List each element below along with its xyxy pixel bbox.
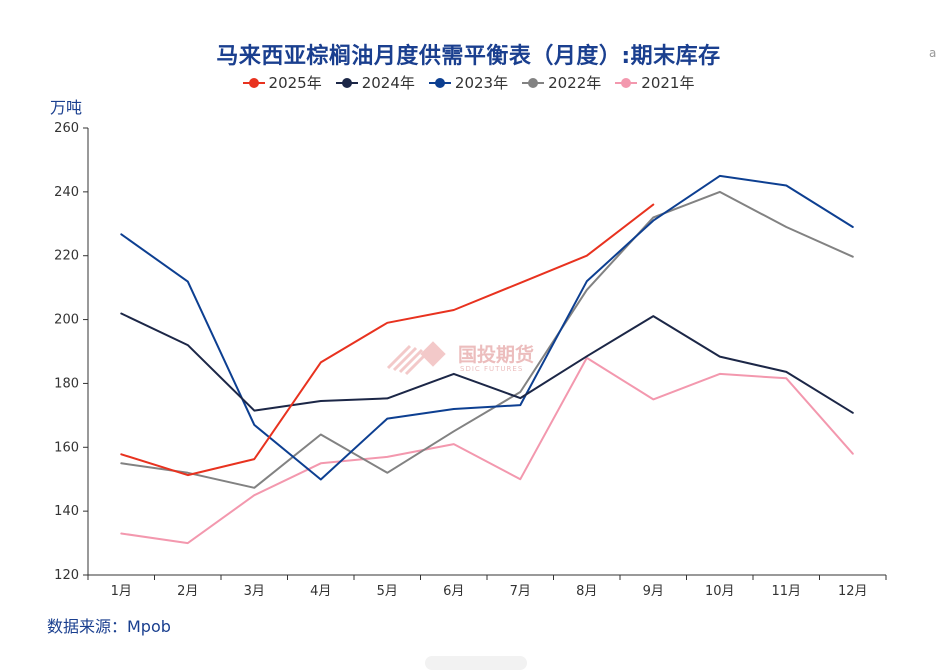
series-line-2025 bbox=[120, 203, 655, 477]
y-tick-label: 260 bbox=[54, 121, 79, 136]
series-line-2023 bbox=[120, 174, 854, 481]
series-line-2022 bbox=[120, 190, 854, 489]
y-tick-label: 200 bbox=[54, 313, 79, 328]
edge-mark: a bbox=[929, 46, 937, 60]
legend-label-2021: 2021年 bbox=[641, 74, 695, 92]
legend-marker-2023 bbox=[428, 77, 451, 89]
x-tick-label: 3月 bbox=[244, 584, 265, 599]
x-tick-label: 2月 bbox=[177, 584, 198, 599]
legend-marker-2021 bbox=[615, 77, 638, 89]
x-tick-label: 12月 bbox=[838, 584, 868, 599]
series-layer bbox=[120, 174, 854, 545]
x-tick-label: 8月 bbox=[576, 584, 597, 599]
legend-item-2021[interactable]: 2021年 bbox=[615, 72, 694, 93]
axes: 120 140 160 180 200 220 240 260 1月 2月 3月 4月 5月 6月 7月 8月… bbox=[54, 121, 887, 599]
y-tick-label: 220 bbox=[54, 249, 79, 264]
x-tick-label: 5月 bbox=[377, 584, 398, 599]
x-tick-label: 9月 bbox=[643, 584, 664, 599]
x-tick-label: 10月 bbox=[705, 584, 735, 599]
legend: 2025年 2024年 2023年 2022年 2021年 bbox=[0, 72, 937, 93]
watermark-subtext: SDIC FUTURES bbox=[460, 365, 523, 373]
x-tick-label: 7月 bbox=[510, 584, 531, 599]
legend-label-2022: 2022年 bbox=[548, 74, 602, 92]
y-tick-label: 240 bbox=[54, 185, 79, 200]
x-tick-label: 11月 bbox=[771, 584, 801, 599]
y-tick-label: 140 bbox=[54, 504, 79, 519]
legend-marker-2024 bbox=[335, 77, 358, 89]
watermark-stripes-icon bbox=[386, 341, 446, 376]
y-tick-label: 160 bbox=[54, 440, 79, 455]
series-line-2021 bbox=[120, 356, 854, 545]
x-tick-label: 1月 bbox=[111, 584, 132, 599]
x-tick-label: 6月 bbox=[443, 584, 464, 599]
legend-item-2025[interactable]: 2025年 bbox=[242, 72, 322, 93]
legend-marker-2025 bbox=[242, 77, 265, 89]
legend-marker-2022 bbox=[522, 77, 545, 89]
x-tick-label: 4月 bbox=[310, 584, 331, 599]
legend-item-2022[interactable]: 2022年 bbox=[522, 72, 601, 93]
y-axis-unit-label: 万吨 bbox=[50, 98, 83, 117]
legend-item-2023[interactable]: 2023年 bbox=[428, 72, 509, 93]
y-tick-label: 180 bbox=[54, 376, 79, 391]
legend-label-2023: 2023年 bbox=[454, 74, 509, 92]
chart-title: 马来西亚棕榈油月度供需平衡表（月度）:期末库存 bbox=[216, 44, 721, 69]
data-source: 数据来源：Mpob bbox=[47, 617, 171, 636]
legend-item-2024[interactable]: 2024年 bbox=[335, 72, 415, 93]
bottom-scroll-hint bbox=[425, 656, 527, 670]
y-tick-label: 120 bbox=[54, 568, 79, 583]
watermark-logo: 国投期货 SDIC FUTURES bbox=[386, 341, 534, 376]
legend-label-2025: 2025年 bbox=[268, 74, 322, 92]
legend-label-2024: 2024年 bbox=[361, 74, 415, 92]
watermark-text: 国投期货 bbox=[458, 343, 534, 366]
series-line-2024 bbox=[120, 312, 854, 414]
